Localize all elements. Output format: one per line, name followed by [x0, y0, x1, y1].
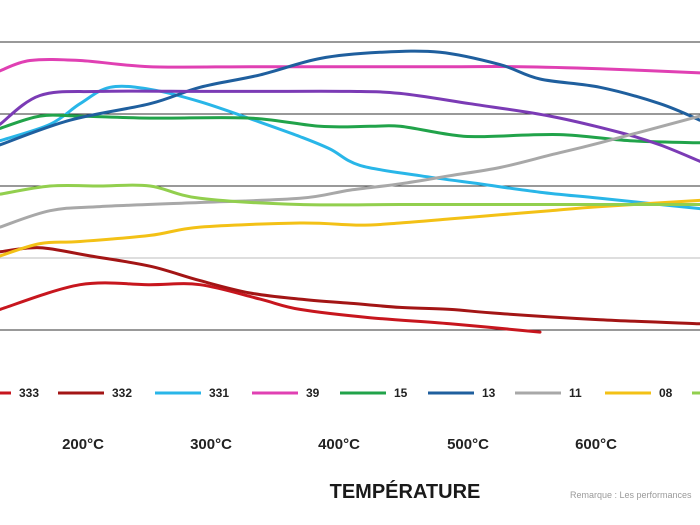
legend-label-39: 39 [306, 386, 320, 400]
legend-label-333: 333 [19, 386, 39, 400]
x-tick-label: 600°C [575, 436, 617, 453]
footnote: Remarque : Les performances [570, 490, 692, 500]
series-line-15 [0, 113, 700, 145]
series-line-11 [0, 114, 700, 229]
series-line-333 [0, 281, 542, 334]
series-line-08 [0, 198, 700, 258]
series-line-13 [0, 49, 700, 147]
legend-label-15: 15 [394, 386, 408, 400]
legend-label-08: 08 [659, 386, 673, 400]
series-line-12 [0, 89, 700, 163]
x-axis-label: TEMPÉRATURE [330, 480, 481, 503]
x-tick-labels: 200°C 300°C 400°C 500°C 600°C [62, 436, 617, 453]
legend-label-332: 332 [112, 386, 132, 400]
series-line-331 [0, 84, 700, 211]
x-tick-label: 400°C [318, 436, 360, 453]
x-tick-label: 300°C [190, 436, 232, 453]
series-line-332 [0, 246, 700, 326]
legend-label-11: 11 [569, 386, 582, 400]
series-line-07 [0, 183, 700, 207]
x-tick-label: 500°C [447, 436, 489, 453]
series-lines [0, 49, 700, 334]
x-tick-label: 200°C [62, 436, 104, 453]
series-line-39 [0, 57, 700, 75]
legend: 333 332 331 39 15 13 11 08 [0, 386, 700, 400]
legend-label-13: 13 [482, 386, 496, 400]
legend-label-331: 331 [209, 386, 229, 400]
